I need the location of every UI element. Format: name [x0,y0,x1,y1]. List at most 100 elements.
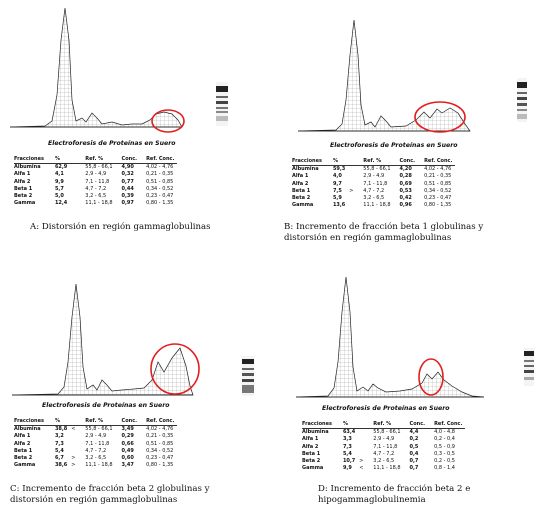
curve-fill [11,283,194,396]
table-row: Beta 2 5,0 3,2 - 6,5 0,39 0,23 - 0,47 [14,193,177,200]
table-row: Albumina 63,4 55,8 - 66,1 4,4 4,0 - 4,8 [302,429,465,437]
concentration: 0,2 [409,436,419,443]
fraction-name: Alfa 1 [14,433,31,440]
panel-caption: B: Incremento de fracción beta 1 globuli… [284,222,483,244]
reference-percent: 3,2 - 6,5 [373,458,395,465]
highlight-circle [414,101,466,133]
reference-percent: 55,8 - 66,1 [373,429,401,436]
concentration: 0,60 [121,455,134,462]
table-row: Alfa 2 9,7 7,1 - 11,8 0,69 0,51 - 0,85 [292,181,455,188]
reference-concentration: 4,02 - 4,76 [424,166,452,173]
reference-concentration: 0,2 - 0,5 [434,458,455,465]
out-of-range-flag [70,433,79,440]
fraction-name: Beta 1 [14,447,33,454]
reference-percent: 2,9 - 4,9 [85,433,107,440]
fraction-name: Gamma [14,200,36,207]
reference-concentration: 0,80 - 1,35 [424,202,452,209]
reference-percent: 11,1 - 18,8 [85,200,113,207]
col-ref-pct: Ref. % [367,421,404,430]
table-body: Albumina 59,3 55,8 - 66,1 4,20 4,02 - 4,76 Al… [292,166,455,210]
out-of-range-flag [70,441,79,448]
electrophoresis-curve-a [9,7,185,133]
table-row: Beta 2 5,9 3,2 - 6,5 0,42 0,23 - 0,47 [292,195,455,202]
reference-percent: 55,8 - 66,1 [363,166,391,173]
panel-b: Electroforesis de Proteínas en Suero Fra… [272,0,540,255]
col-ref-conc: Ref. Conc. [140,156,178,165]
fraction-name: Beta 2 [302,458,321,465]
fraction-name: Alfa 1 [302,436,319,443]
caption-line: B: Incremento de fracción beta 1 globuli… [284,222,484,232]
fraction-name: Beta 1 [14,185,33,192]
fraction-name: Albumina [14,426,41,433]
table-header-row: Fracciones % Ref. % Conc. Ref. Conc. [292,158,456,167]
electrophoresis-curve-b [297,19,471,133]
panel-a: Electroforesis de Proteínas en Suero Fra… [0,0,268,255]
curve-fill [297,19,471,132]
table-header-row: Fracciones % Ref. % Conc. Ref. Conc. [14,156,178,165]
fraction-percent: 4,1 [54,171,64,178]
reference-percent: 2,9 - 4,9 [373,436,395,443]
col-ref-conc: Ref. Conc. [140,418,178,427]
col-ref-pct: Ref. % [357,158,394,167]
fraction-name: Beta 1 [292,187,311,194]
panel-caption: A: Distorsión en región gammaglobulinas [30,222,211,233]
reference-concentration: 0,51 - 0,85 [146,178,174,185]
table-row: Albumina 62,9 55,8 - 66,1 4,90 4,02 - 4,76 [14,164,177,172]
reference-percent: 7,1 - 11,8 [363,180,388,187]
out-of-range-flag: < [71,426,76,433]
out-of-range-flag [358,451,367,458]
concentration: 0,7 [409,458,419,465]
concentration: 0,4 [409,450,419,457]
fraction-percent: 5,0 [54,193,64,200]
gel-strip-a [216,82,228,126]
out-of-range-flag [348,202,357,209]
table-row: Alfa 2 9,9 7,1 - 11,8 0,77 0,51 - 0,85 [14,179,177,186]
caption-line: D: Incremento de fracción beta 2 e [318,484,471,494]
fraction-percent: 38,6 [54,462,68,469]
reference-concentration: 4,02 - 4,76 [146,426,174,433]
panel-d: Electroforesis de Proteínas en Suero Fra… [272,262,540,517]
concentration: 0,66 [121,440,134,447]
concentration: 0,32 [121,171,134,178]
out-of-range-flag [70,193,79,200]
reference-concentration: 0,34 - 0,52 [424,187,452,194]
table-row: Alfa 1 4,0 2,9 - 4,9 0,28 0,21 - 0,35 [292,173,455,180]
fraction-percent: 62,9 [54,164,68,171]
concentration: 0,42 [399,195,412,202]
fraction-percent: 3,2 [54,433,64,440]
reference-percent: 3,2 - 6,5 [85,193,107,200]
col-pct: % [46,418,71,427]
table-header-row: Fracciones % Ref. % Conc. Ref. Conc. [14,418,178,427]
col-conc: Conc. [393,158,419,167]
reference-concentration: 0,34 - 0,52 [146,447,174,454]
concentration: 0,28 [399,173,412,180]
out-of-range-flag: > [71,455,76,462]
fraction-percent: 5,4 [54,447,64,454]
reference-concentration: 0,80 - 1,35 [146,462,174,469]
out-of-range-flag [358,444,367,451]
reference-concentration: 0,8 - 1,4 [434,465,455,472]
fraction-percent: 9,7 [332,180,342,187]
fractions-table: Fracciones % Ref. % Conc. Ref. Conc. Alb… [14,418,178,469]
electrophoresis-curve-c [11,283,200,396]
panel-title: Electroforesis de Proteínas en Suero [48,140,176,147]
reference-percent: 11,1 - 18,8 [85,462,113,469]
reference-percent: 55,8 - 66,1 [85,426,113,433]
reference-concentration: 4,0 - 4,8 [434,429,455,436]
fraction-name: Alfa 2 [292,180,309,187]
concentration: 0,39 [121,193,134,200]
fractions-table: Fracciones % Ref. % Conc. Ref. Conc. Alb… [292,158,456,210]
curve-fill [9,7,183,128]
out-of-range-flag [348,166,357,174]
reference-concentration: 0,5 - 0,9 [434,443,455,450]
col-arrow [348,158,358,167]
reference-concentration: 4,02 - 4,76 [146,164,174,171]
fractions-table: Fracciones % Ref. % Conc. Ref. Conc. Alb… [14,156,178,207]
fraction-percent: 10,7 [342,458,356,465]
col-conc: Conc. [403,421,429,430]
col-fracciones: Fracciones [302,421,335,430]
fraction-percent: 12,4 [54,200,68,207]
reference-concentration: 0,34 - 0,52 [146,185,174,192]
fraction-percent: 7,3 [54,440,64,447]
fraction-percent: 3,3 [342,436,352,443]
